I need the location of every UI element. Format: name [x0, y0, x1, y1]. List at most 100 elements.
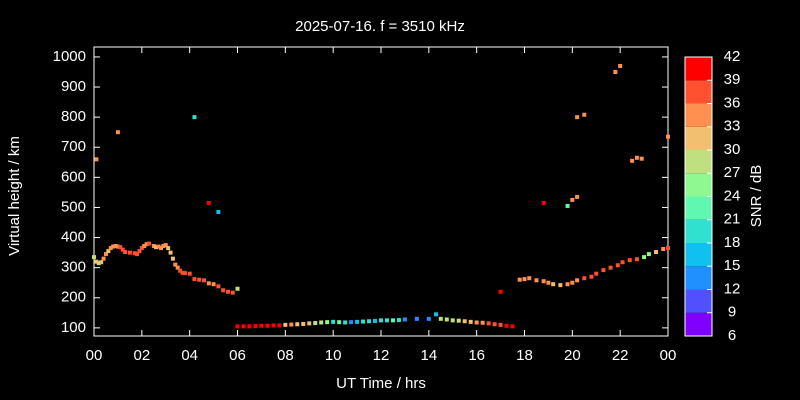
data-point — [575, 278, 580, 283]
data-point — [613, 69, 618, 74]
x-tick-label: 00 — [660, 347, 677, 364]
data-point — [627, 258, 632, 263]
data-point — [301, 321, 306, 326]
data-point — [319, 320, 324, 325]
colorbar-band — [685, 243, 712, 267]
data-point — [168, 250, 173, 255]
data-point — [517, 277, 522, 282]
data-point — [462, 319, 467, 324]
colorbar-band — [685, 312, 712, 336]
data-point — [94, 157, 99, 162]
data-point — [277, 323, 282, 328]
data-point — [343, 320, 348, 325]
data-point — [180, 270, 185, 275]
colorbar-band — [685, 80, 712, 104]
data-point — [142, 243, 147, 248]
data-point — [156, 244, 161, 249]
data-point — [206, 281, 211, 286]
colorbar-tick-label: 15 — [724, 257, 741, 274]
data-point — [661, 246, 666, 251]
colorbar-tick-label: 39 — [724, 71, 741, 88]
data-point — [570, 280, 575, 285]
data-point — [313, 321, 318, 326]
data-point — [615, 263, 620, 268]
y-tick-label: 400 — [61, 229, 86, 246]
colorbar-tick-label: 12 — [724, 280, 741, 297]
y-axis-label: Virtual height / km — [6, 136, 23, 256]
data-point — [492, 322, 497, 327]
x-tick-label: 10 — [325, 347, 342, 364]
data-point — [271, 323, 276, 328]
data-point — [106, 249, 111, 254]
data-point — [135, 252, 140, 257]
data-point — [634, 257, 639, 262]
data-point — [434, 312, 439, 317]
x-tick-label: 14 — [420, 347, 437, 364]
data-point — [170, 256, 175, 261]
x-tick-label: 20 — [564, 347, 581, 364]
data-point — [120, 247, 125, 252]
colorbar-band — [685, 196, 712, 220]
data-point — [666, 134, 670, 139]
y-tick-label: 800 — [61, 108, 86, 125]
data-point — [630, 158, 635, 163]
data-point — [175, 265, 180, 270]
data-point — [551, 282, 556, 287]
data-point — [468, 319, 473, 324]
data-point — [173, 262, 178, 267]
data-point — [527, 276, 532, 281]
data-point — [137, 249, 142, 254]
data-point — [558, 283, 563, 288]
data-point — [474, 320, 479, 325]
data-point — [202, 278, 207, 283]
data-point — [111, 244, 116, 249]
data-point — [618, 63, 623, 68]
data-point — [414, 316, 419, 321]
data-point — [94, 259, 99, 264]
data-point — [349, 320, 354, 325]
data-point — [132, 251, 137, 256]
y-tick-label: 300 — [61, 259, 86, 276]
x-tick-label: 08 — [277, 347, 294, 364]
data-point — [147, 241, 152, 246]
colorbar-band — [685, 173, 712, 197]
x-tick-label: 00 — [86, 347, 103, 364]
colorbar-band — [685, 103, 712, 127]
colorbar-tick-label: 24 — [724, 187, 741, 204]
y-tick-label: 500 — [61, 198, 86, 215]
data-point — [582, 112, 587, 117]
data-point — [115, 244, 120, 249]
y-tick-label: 200 — [61, 289, 86, 306]
y-tick-label: 1000 — [53, 48, 86, 65]
data-point — [498, 289, 503, 294]
data-point — [486, 321, 491, 326]
y-tick-label: 600 — [61, 168, 86, 185]
data-point — [594, 271, 599, 276]
data-point — [589, 274, 594, 279]
data-point — [192, 115, 197, 120]
data-point — [206, 200, 211, 205]
data-point — [115, 130, 120, 135]
data-point — [235, 324, 240, 329]
data-point — [92, 255, 96, 260]
data-point — [187, 271, 192, 276]
colorbar-tick-label: 36 — [724, 94, 741, 111]
colorbar-band — [685, 57, 712, 81]
data-point — [384, 318, 389, 323]
data-point — [456, 318, 461, 323]
data-point — [225, 289, 230, 294]
data-point — [601, 268, 606, 273]
data-point — [379, 318, 383, 323]
colorbar-tick-label: 27 — [724, 164, 741, 181]
x-tick-label: 06 — [229, 347, 246, 364]
data-point — [510, 324, 515, 329]
data-point — [230, 290, 235, 295]
data-point — [235, 286, 240, 291]
data-point — [498, 322, 503, 327]
data-point — [295, 322, 300, 327]
data-point — [325, 320, 330, 325]
data-point — [118, 245, 123, 250]
data-point — [139, 246, 144, 251]
